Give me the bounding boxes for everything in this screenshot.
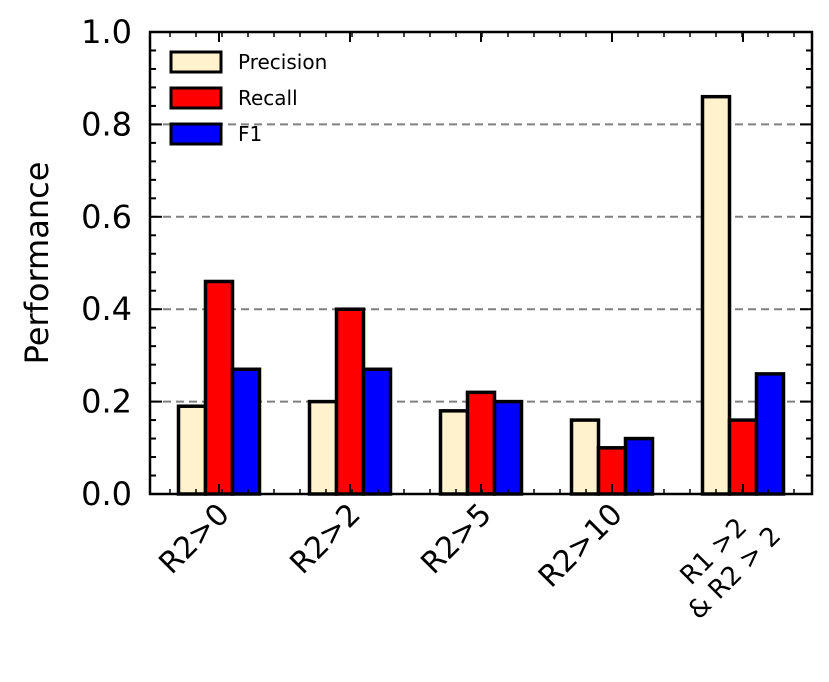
legend-swatch-recall	[169, 86, 223, 110]
y-tick-label: 0.6	[81, 198, 132, 236]
y-axis-label: Performance	[18, 162, 56, 365]
x-category-label: R2>5	[414, 497, 498, 581]
bar-f1-1	[361, 367, 393, 496]
y-tick-label: 1.0	[81, 13, 132, 51]
y-ticks: 0.0 0.2 0.4 0.6 0.8 1.0	[81, 13, 132, 513]
bar-precision-0	[176, 404, 208, 496]
legend-swatch-f1	[169, 122, 223, 146]
bar-precision-3	[569, 418, 601, 496]
bar-precision-4	[700, 94, 732, 496]
legend: Precision Recall F1	[169, 50, 327, 146]
legend-label-recall: Recall	[238, 86, 298, 110]
x-category-label: R2>0	[152, 497, 236, 581]
y-tick-label: 0.0	[81, 475, 132, 513]
bar-f1-3	[623, 436, 655, 496]
y-tick-label: 0.4	[81, 290, 132, 328]
legend-label-f1: F1	[238, 122, 262, 146]
bar-f1-0	[230, 367, 262, 496]
axes	[148, 30, 814, 496]
bar-precision-1	[307, 399, 339, 496]
bar-recall-4	[727, 418, 759, 496]
legend-swatch-precision	[169, 50, 223, 74]
x-category-labels: R2>0 R2>2 R2>5 R2>10 R1 >2& R2 > 2	[152, 497, 787, 626]
bar-recall-0	[203, 279, 235, 496]
bar-recall-1	[334, 307, 366, 496]
bar-f1-2	[492, 399, 524, 496]
legend-label-precision: Precision	[238, 50, 327, 74]
bar-precision-2	[438, 409, 470, 496]
bar-recall-2	[465, 390, 497, 496]
x-category-label: R1 >2& R2 > 2	[661, 500, 787, 626]
y-tick-label: 0.8	[81, 105, 132, 143]
bar-f1-4	[754, 372, 786, 496]
x-category-label: R2>10	[532, 497, 630, 595]
bars	[176, 94, 786, 496]
y-tick-label: 0.2	[81, 383, 132, 421]
x-category-label: R2>2	[283, 497, 367, 581]
